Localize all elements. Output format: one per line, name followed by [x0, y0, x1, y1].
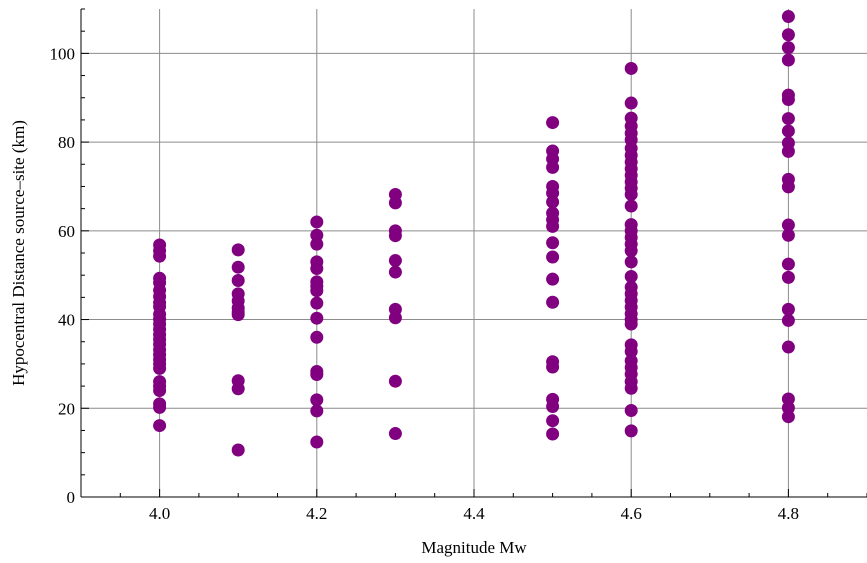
data-point [153, 361, 167, 375]
data-point [546, 116, 560, 130]
data-point [310, 435, 324, 449]
data-point [546, 295, 560, 309]
data-point [310, 311, 324, 325]
data-point [546, 195, 560, 209]
data-point [231, 243, 245, 257]
data-point [546, 236, 560, 250]
data-point [310, 330, 324, 344]
data-point [781, 228, 795, 242]
data-point [781, 10, 795, 24]
data-point [624, 96, 638, 110]
y-tick-label: 60 [58, 222, 75, 241]
data-point [781, 180, 795, 194]
data-point [546, 414, 560, 428]
data-point [546, 427, 560, 441]
data-point [310, 262, 324, 276]
y-tick-labels: 0 20 40 60 80 100 [50, 44, 76, 507]
x-tick-label: 4.0 [149, 504, 170, 523]
data-point [781, 270, 795, 284]
x-tick-label: 4.2 [306, 504, 327, 523]
data-point [624, 403, 638, 417]
x-tick-label: 4.6 [621, 504, 642, 523]
data-point [546, 360, 560, 374]
x-tick-labels: 4.0 4.2 4.4 4.6 4.8 [149, 504, 799, 523]
data-point [153, 419, 167, 433]
grid-lines [81, 9, 867, 497]
data-point [310, 404, 324, 418]
data-point [388, 427, 402, 441]
data-point [624, 381, 638, 395]
data-point [388, 311, 402, 325]
data-point [310, 215, 324, 229]
data-point [781, 340, 795, 354]
data-point [781, 112, 795, 126]
data-point [153, 384, 167, 398]
data-point [781, 41, 795, 55]
data-point [546, 272, 560, 286]
data-point [624, 244, 638, 258]
data-point [388, 254, 402, 268]
y-tick-label: 80 [58, 133, 75, 152]
data-point [546, 160, 560, 174]
data-point [231, 382, 245, 396]
data-point [624, 424, 638, 438]
data-point [781, 257, 795, 271]
data-point [781, 53, 795, 67]
data-point [388, 229, 402, 243]
data-point [388, 265, 402, 279]
data-point [624, 187, 638, 201]
data-point [310, 296, 324, 310]
axis-ticks [80, 8, 867, 498]
data-point [624, 317, 638, 331]
data-point [231, 274, 245, 288]
data-point [153, 249, 167, 263]
data-point [310, 393, 324, 407]
x-axis-label: Magnitude Mw [421, 538, 527, 557]
data-point [153, 400, 167, 414]
data-point [546, 250, 560, 264]
data-point [231, 443, 245, 457]
x-tick-label: 4.4 [463, 504, 485, 523]
data-point [624, 255, 638, 269]
data-point [231, 260, 245, 274]
data-point [781, 28, 795, 42]
data-point [546, 399, 560, 413]
data-point [310, 284, 324, 298]
data-point [781, 124, 795, 138]
data-point [624, 199, 638, 213]
data-points [153, 10, 795, 457]
data-point [781, 302, 795, 316]
x-tick-label: 4.8 [778, 504, 799, 523]
data-point [388, 196, 402, 210]
data-point [624, 344, 638, 358]
data-point [781, 410, 795, 424]
y-tick-label: 0 [67, 488, 76, 507]
y-axis-label: Hypocentral Distance source–site (km) [9, 120, 28, 386]
data-point [310, 368, 324, 382]
data-point [388, 374, 402, 388]
data-point [546, 219, 560, 233]
data-point [781, 313, 795, 327]
data-point [781, 93, 795, 107]
data-point [310, 237, 324, 251]
y-tick-label: 100 [50, 44, 76, 63]
y-tick-label: 40 [58, 311, 75, 330]
data-point [781, 144, 795, 158]
data-point [781, 218, 795, 232]
y-tick-label: 20 [58, 399, 75, 418]
data-point [624, 270, 638, 284]
data-point [624, 61, 638, 75]
data-point [231, 308, 245, 322]
